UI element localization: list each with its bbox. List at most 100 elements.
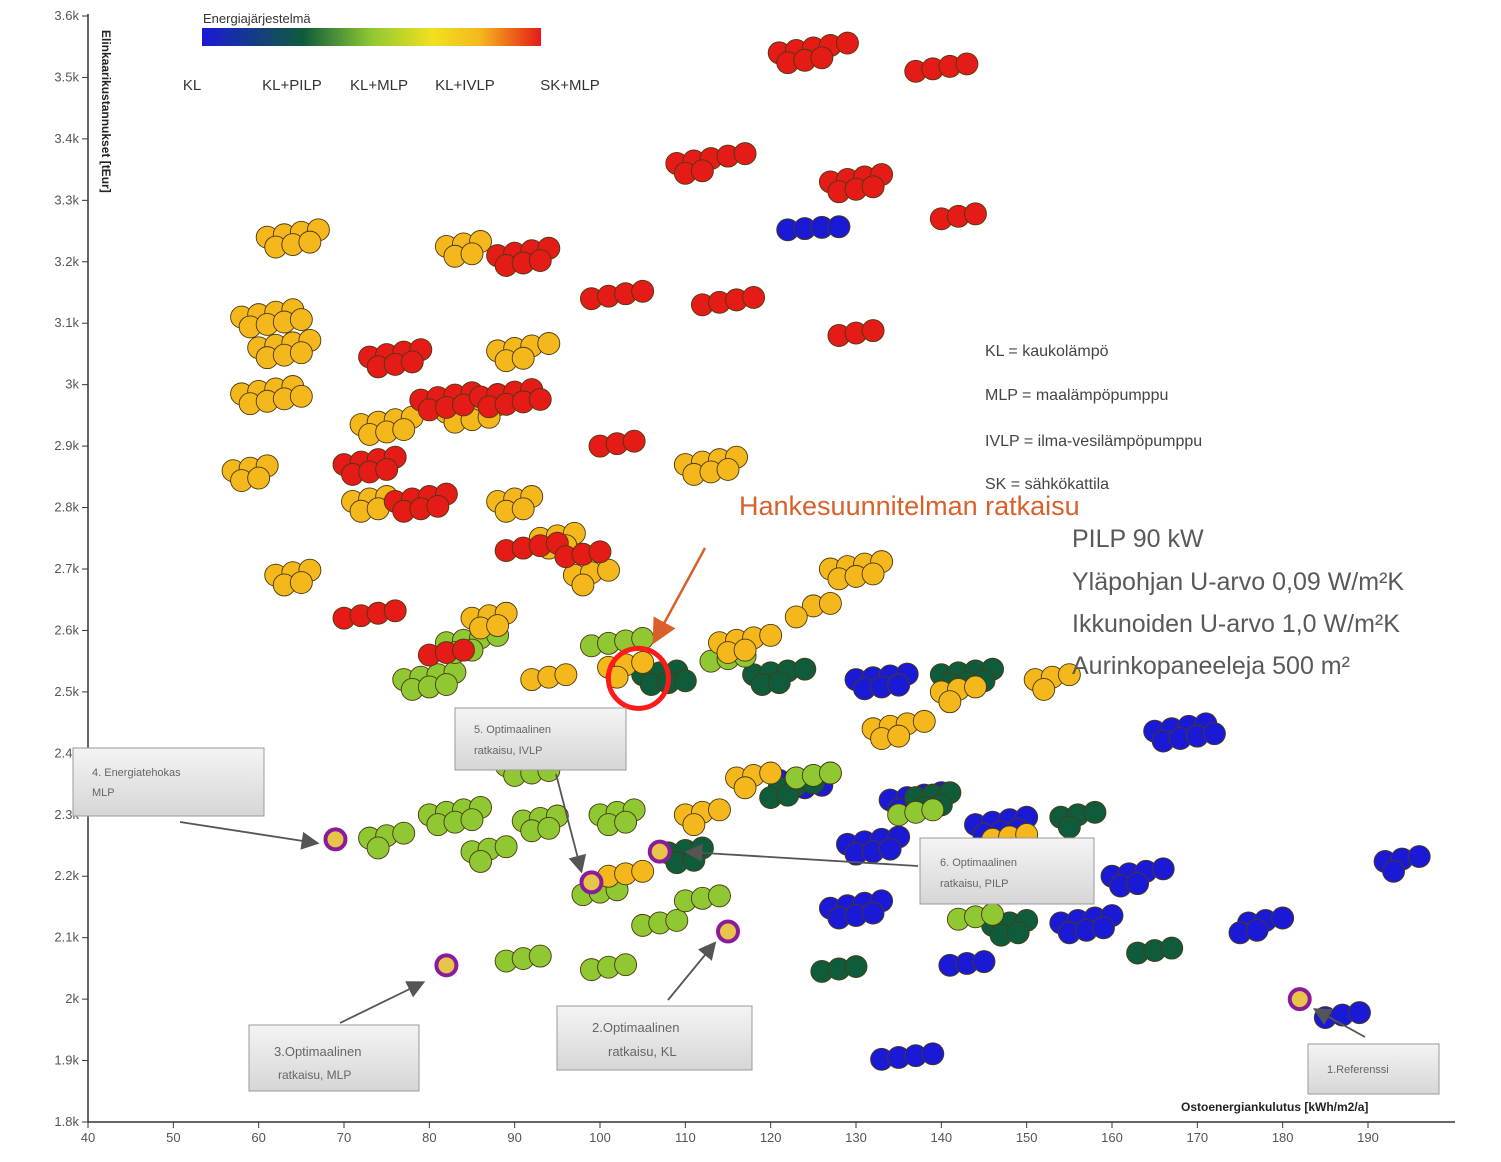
data-point bbox=[844, 955, 868, 978]
data-point bbox=[836, 31, 859, 55]
y-tick-label: 2.1k bbox=[54, 930, 79, 945]
data-point bbox=[861, 175, 885, 199]
data-point bbox=[708, 798, 731, 822]
data-point bbox=[742, 285, 766, 309]
data-point bbox=[1057, 663, 1081, 687]
data-point bbox=[289, 571, 313, 594]
x-ticks: 40 50 60 70 80 90 100 110 120 130 140 150 160 170 180 1… bbox=[81, 1122, 1379, 1145]
data-point bbox=[486, 614, 510, 637]
legend-title: Energiajärjestelmä bbox=[203, 11, 311, 26]
callout-line: ratkaisu, IVLP bbox=[474, 745, 542, 757]
data-point bbox=[1382, 859, 1406, 883]
data-point bbox=[690, 159, 714, 183]
callout-arrow bbox=[179, 821, 320, 850]
y-tick-label: 3.1k bbox=[54, 315, 79, 330]
data-point bbox=[1032, 677, 1056, 701]
highlighted-point bbox=[579, 870, 604, 895]
callout-arrow bbox=[1312, 1008, 1366, 1038]
data-point bbox=[528, 387, 552, 411]
callout-optimal-kl: 2.Optimaalinen ratkaisu, KL bbox=[556, 941, 753, 1071]
data-point bbox=[1006, 921, 1030, 945]
callout-arrow bbox=[555, 773, 587, 874]
data-point bbox=[614, 953, 638, 977]
callout-line: 5. Optimaalinen bbox=[474, 724, 551, 736]
data-point bbox=[1271, 906, 1295, 930]
data-point bbox=[818, 761, 842, 785]
data-point bbox=[861, 319, 885, 343]
x-tick-label: 180 bbox=[1272, 1130, 1294, 1145]
callout-reference: 1.Referenssi bbox=[1307, 1008, 1440, 1095]
data-point bbox=[912, 709, 936, 733]
data-point bbox=[887, 673, 911, 697]
data-point bbox=[861, 562, 885, 586]
data-point bbox=[469, 850, 492, 873]
abbreviation-mlp: MLP = maalämpöpumppu bbox=[985, 387, 1168, 404]
data-point bbox=[938, 690, 962, 714]
y-tick-label: 3.4k bbox=[54, 131, 79, 146]
y-tick-label: 1.9k bbox=[54, 1053, 79, 1068]
data-point bbox=[289, 308, 313, 331]
data-point bbox=[528, 249, 552, 272]
callout-line: 1.Referenssi bbox=[1327, 1064, 1389, 1076]
data-point bbox=[1348, 1001, 1371, 1025]
data-point bbox=[981, 902, 1004, 926]
callout-line: MLP bbox=[92, 787, 115, 799]
data-point bbox=[827, 215, 851, 239]
abbreviation-sk: SK = sähkökattila bbox=[985, 476, 1109, 493]
x-tick-label: 70 bbox=[337, 1130, 351, 1145]
data-point bbox=[767, 671, 791, 695]
data-point bbox=[1126, 872, 1150, 896]
data-point bbox=[460, 242, 484, 266]
selected-solution-arrow bbox=[652, 547, 707, 645]
data-point bbox=[1057, 815, 1081, 839]
data-point bbox=[733, 142, 757, 166]
callout-arrow bbox=[667, 941, 717, 1001]
x-axis-title: Ostoenergiankulutus [kWh/m2/a] bbox=[1181, 1100, 1368, 1114]
callout-line: 2.Optimaalinen bbox=[592, 1020, 679, 1035]
data-point bbox=[1151, 857, 1175, 881]
x-tick-label: 140 bbox=[930, 1130, 952, 1145]
data-point bbox=[673, 669, 697, 693]
data-point bbox=[511, 346, 535, 370]
data-point bbox=[537, 816, 561, 840]
y-tick-label: 3k bbox=[65, 377, 79, 392]
data-point bbox=[571, 573, 595, 597]
spec-line: Ikkunoiden U-arvo 1,0 W/m²K bbox=[1072, 610, 1400, 638]
selected-solution-title: Hankesuunnitelman ratkaisu bbox=[739, 491, 1080, 521]
y-tick-label: 3.6k bbox=[54, 8, 79, 23]
data-point bbox=[964, 675, 987, 699]
callout-line: 3.Optimaalinen bbox=[274, 1044, 361, 1059]
data-point bbox=[784, 605, 808, 629]
data-point bbox=[1160, 936, 1184, 960]
scatter-points bbox=[221, 31, 1431, 1071]
abbreviation-kl: KL = kaukolämpö bbox=[985, 343, 1109, 360]
data-point bbox=[1407, 845, 1431, 869]
y-tick-label: 3.2k bbox=[54, 254, 79, 269]
callout-optimal-mlp: 3.Optimaalinen ratkaisu, MLP bbox=[248, 981, 426, 1092]
highlighted-point bbox=[1287, 987, 1312, 1012]
x-tick-label: 80 bbox=[422, 1130, 436, 1145]
data-point bbox=[921, 798, 945, 822]
legend-label: KL+MLP bbox=[350, 77, 408, 94]
data-point bbox=[511, 497, 535, 521]
data-point bbox=[861, 901, 885, 925]
y-tick-label: 2.6k bbox=[54, 622, 79, 637]
legend-color-bar bbox=[202, 28, 541, 46]
x-tick-label: 100 bbox=[589, 1130, 611, 1145]
data-point bbox=[554, 663, 578, 687]
data-point bbox=[955, 52, 979, 76]
highlighted-point bbox=[323, 827, 348, 852]
data-point bbox=[622, 429, 646, 453]
abbreviation-ivlp: IVLP = ilma-vesilämpöpumppu bbox=[985, 433, 1202, 450]
data-point bbox=[810, 46, 834, 70]
x-tick-label: 160 bbox=[1101, 1130, 1123, 1145]
data-point bbox=[366, 836, 390, 860]
callout-line: ratkaisu, MLP bbox=[278, 1068, 351, 1082]
data-point bbox=[759, 623, 783, 647]
data-point bbox=[528, 944, 552, 968]
spec-line: PILP 90 kW bbox=[1072, 525, 1204, 553]
data-point bbox=[921, 1042, 945, 1066]
data-point bbox=[793, 657, 817, 681]
spec-line: Aurinkopaneeleja 500 m² bbox=[1072, 652, 1350, 680]
data-point bbox=[452, 638, 475, 662]
